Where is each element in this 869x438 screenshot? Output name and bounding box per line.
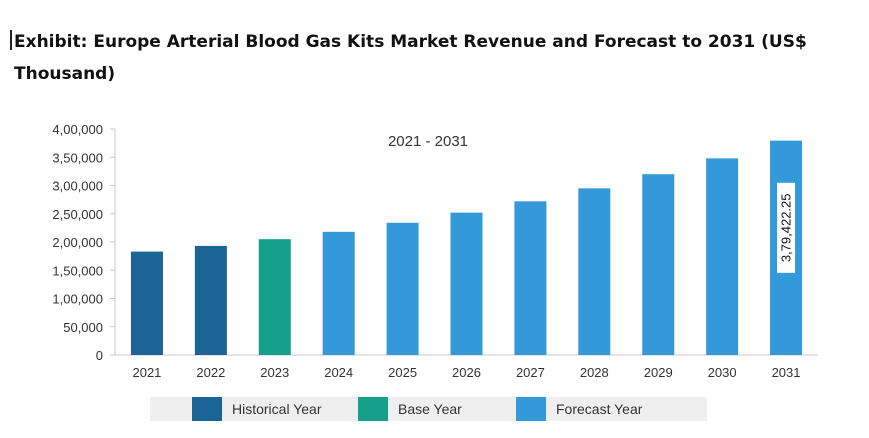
legend-item-historical: Historical Year bbox=[192, 397, 322, 421]
bar bbox=[130, 251, 163, 355]
legend-item-forecast: Forecast Year bbox=[516, 397, 642, 421]
legend-label-historical: Historical Year bbox=[232, 401, 322, 417]
legend-label-base: Base Year bbox=[398, 401, 462, 417]
legend-swatch-historical bbox=[192, 397, 222, 421]
x-tick-label: 2021 bbox=[132, 365, 161, 380]
y-tick-label: 1,50,000 bbox=[52, 263, 103, 278]
y-tick-label: 3,50,000 bbox=[52, 150, 103, 165]
y-tick-label: 2,00,000 bbox=[52, 235, 103, 250]
bar bbox=[642, 174, 675, 355]
bar bbox=[706, 158, 739, 355]
chart-legend: Historical Year Base Year Forecast Year bbox=[150, 397, 707, 421]
x-tick-label: 2024 bbox=[324, 365, 353, 380]
legend-swatch-forecast bbox=[516, 397, 546, 421]
bar bbox=[386, 222, 419, 355]
legend-item-base: Base Year bbox=[358, 397, 462, 421]
x-tick-label: 2027 bbox=[516, 365, 545, 380]
y-tick-label: 0 bbox=[96, 348, 103, 363]
legend-swatch-base bbox=[358, 397, 388, 421]
y-tick-label: 4,00,000 bbox=[52, 122, 103, 137]
bar-chart: 0 50,000 1,00,000 1,50,000 2,00,000 2,50,000 3… bbox=[52, 122, 818, 380]
chart-title: Exhibit: Europe Arterial Blood Gas Kits … bbox=[14, 32, 807, 84]
y-tick-label: 3,00,000 bbox=[52, 179, 103, 194]
bar bbox=[322, 231, 355, 355]
data-label-box bbox=[777, 182, 796, 273]
period-annotation: 2021 - 2031 bbox=[388, 133, 468, 150]
y-tick-label: 2,50,000 bbox=[52, 207, 103, 222]
bar bbox=[258, 239, 291, 355]
x-tick-label: 2022 bbox=[196, 365, 225, 380]
x-tick-label: 2026 bbox=[452, 365, 481, 380]
x-tick-label: 2029 bbox=[644, 365, 673, 380]
title-accent-bar bbox=[10, 30, 12, 50]
x-tick-label: 2030 bbox=[708, 365, 737, 380]
y-tick-label: 50,000 bbox=[63, 320, 103, 335]
bar bbox=[578, 188, 611, 355]
x-tick-label: 2023 bbox=[260, 365, 289, 380]
x-tick-label: 2031 bbox=[772, 365, 801, 380]
data-label: 3,79,422.25 bbox=[779, 193, 794, 262]
x-tick-label: 2028 bbox=[580, 365, 609, 380]
legend-label-forecast: Forecast Year bbox=[556, 401, 643, 417]
bar bbox=[450, 212, 483, 355]
x-tick-label: 2025 bbox=[388, 365, 417, 380]
y-tick-label: 1,00,000 bbox=[52, 292, 103, 307]
bar bbox=[514, 201, 547, 355]
bar bbox=[194, 245, 227, 355]
